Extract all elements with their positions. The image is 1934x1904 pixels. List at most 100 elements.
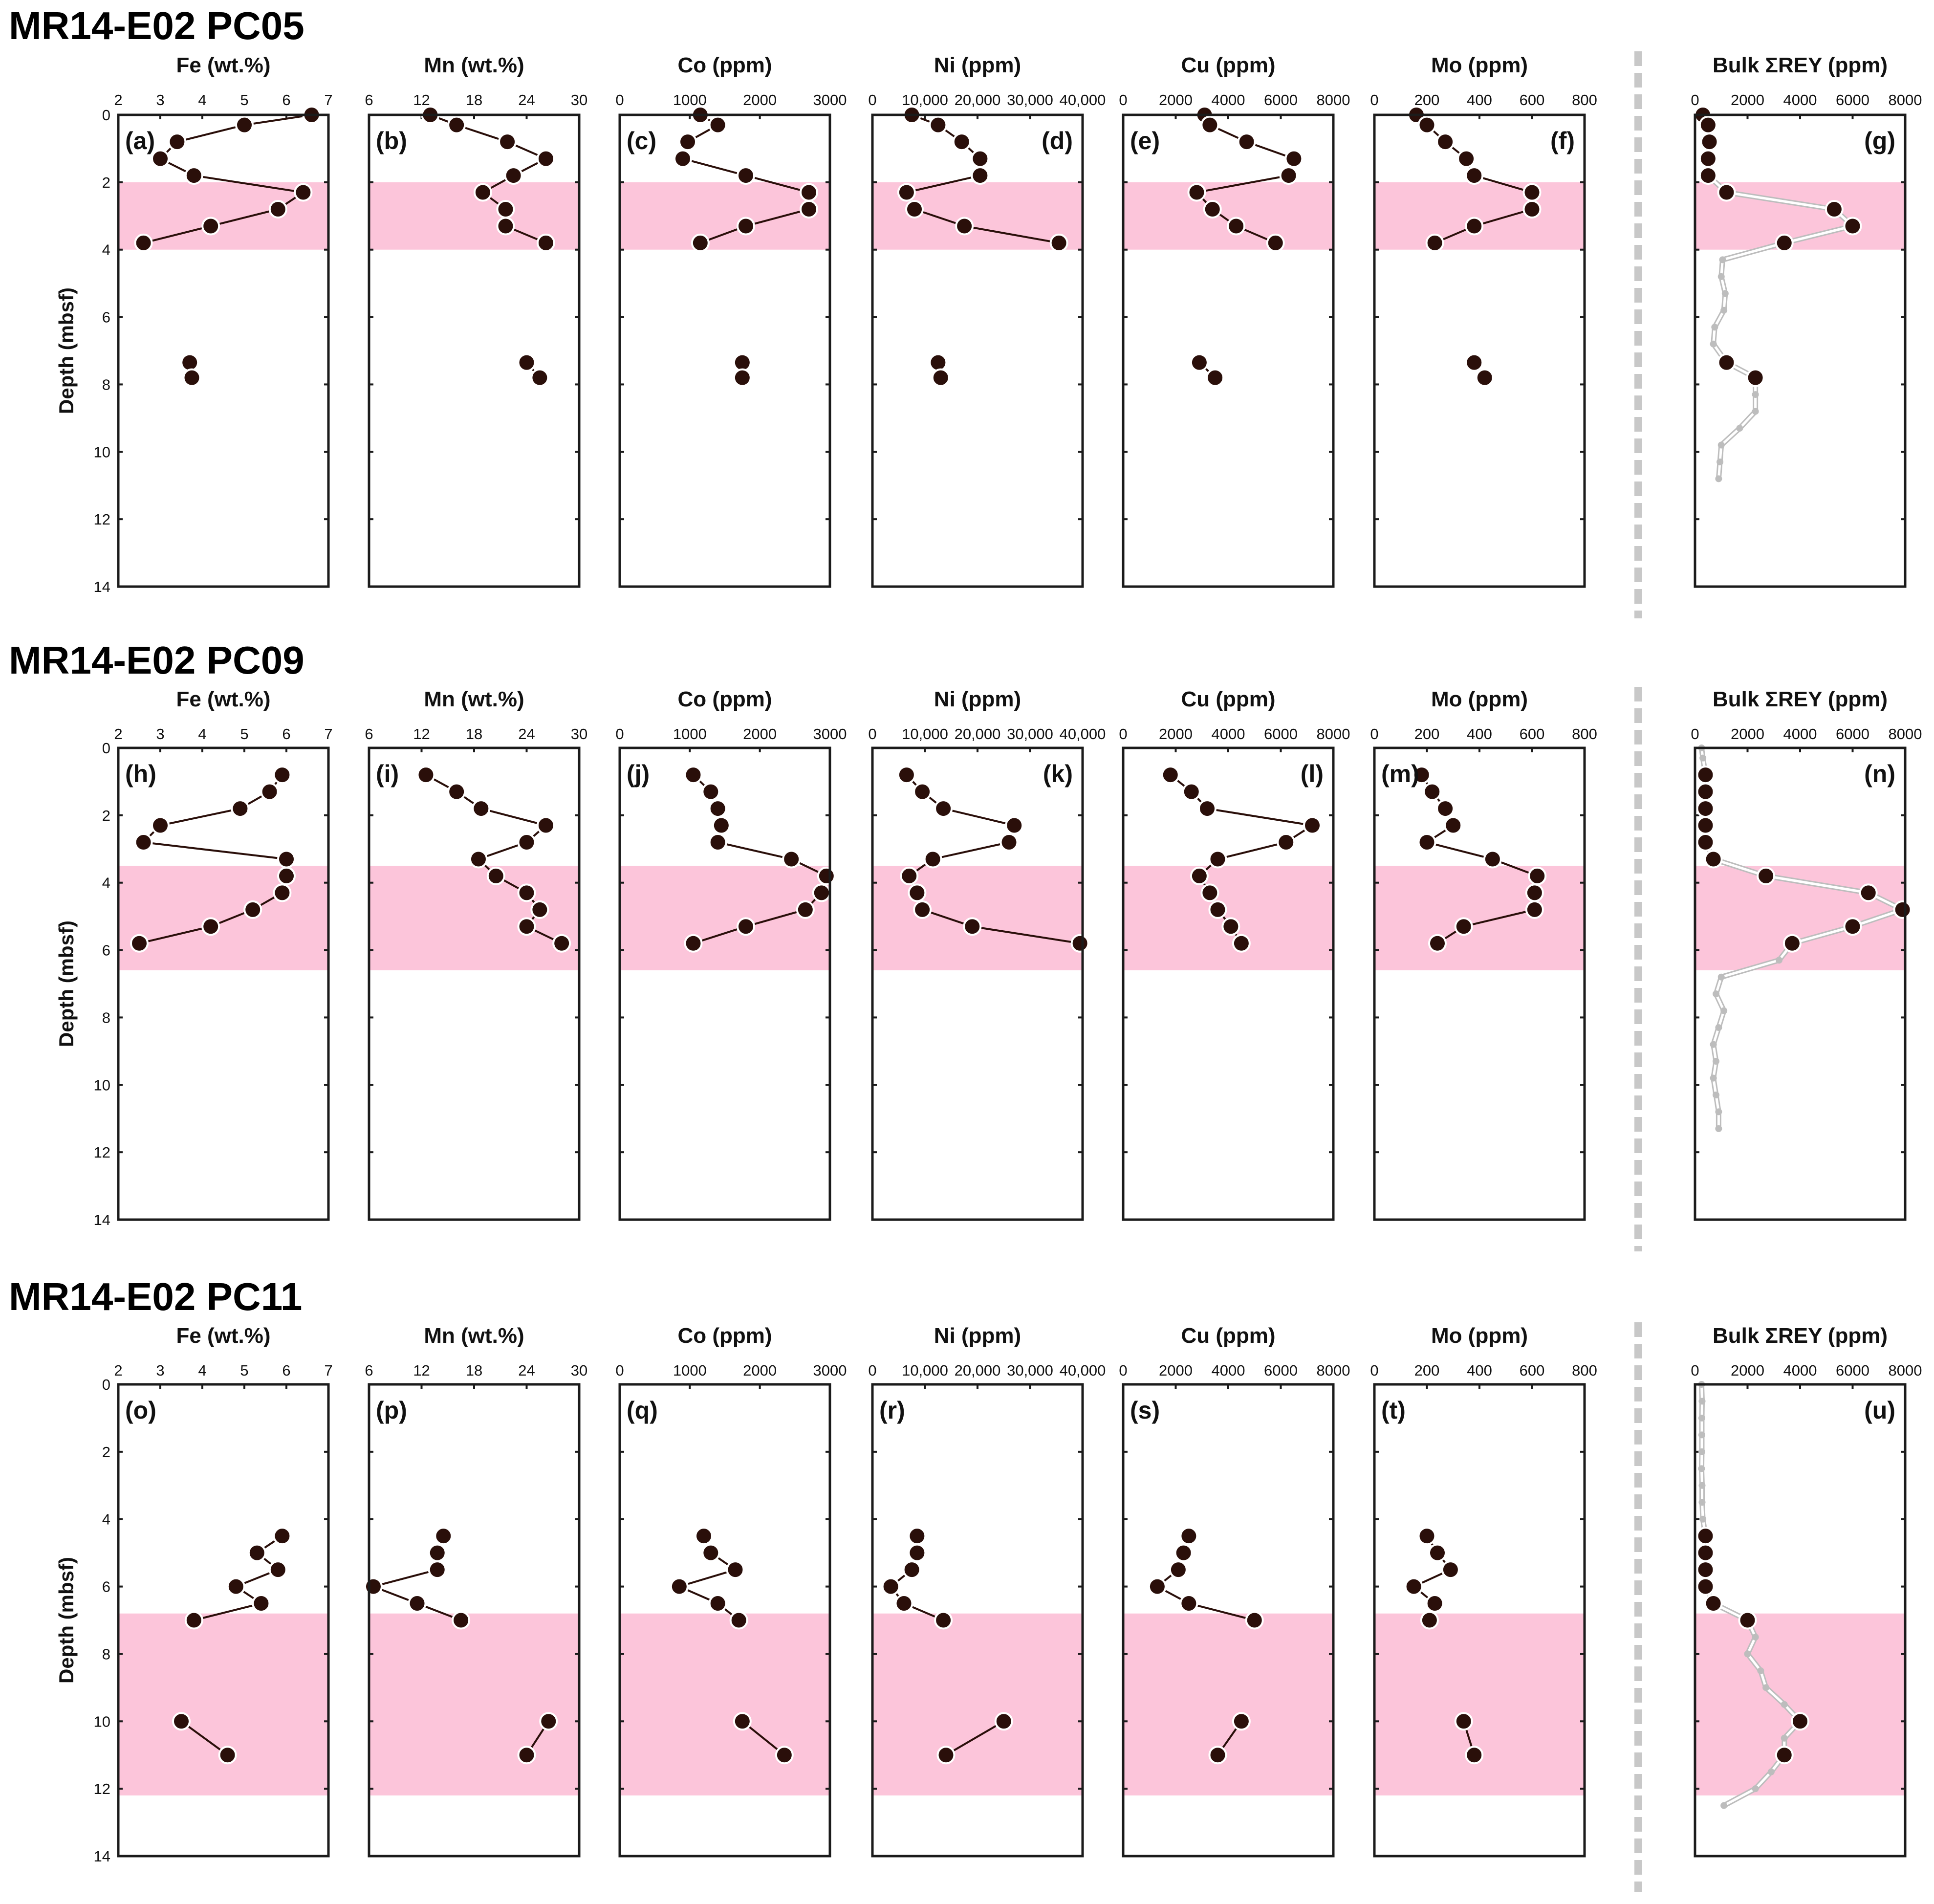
x-tick-label: 6 bbox=[365, 725, 373, 743]
rey-small-point bbox=[1781, 1734, 1788, 1742]
panel-frame bbox=[1122, 746, 1335, 1221]
data-point bbox=[180, 353, 199, 372]
data-point bbox=[1206, 368, 1225, 387]
data-point bbox=[897, 183, 916, 202]
x-tick-label: 6 bbox=[282, 1362, 290, 1379]
x-tick-label: 8000 bbox=[1889, 725, 1922, 743]
panel-title: Bulk ΣREY (ppm) bbox=[1713, 1324, 1888, 1348]
panel-label: (h) bbox=[125, 760, 156, 788]
rey-small-point bbox=[1752, 1785, 1759, 1793]
x-tick-label: 2 bbox=[114, 91, 122, 109]
data-point bbox=[1436, 799, 1455, 818]
panel-frame bbox=[1694, 746, 1907, 1221]
panel-label: (a) bbox=[125, 127, 155, 154]
x-tick-label: 200 bbox=[1414, 725, 1440, 743]
rey-small-point bbox=[1698, 1398, 1706, 1405]
x-tick-label: 3 bbox=[156, 725, 164, 743]
y-tick-label: 8 bbox=[102, 1009, 110, 1026]
data-point bbox=[1696, 1527, 1715, 1546]
highlight-band bbox=[872, 1613, 1083, 1795]
highlight-band bbox=[118, 182, 328, 250]
data-point bbox=[273, 883, 292, 902]
data-point bbox=[952, 132, 971, 152]
panel-frame bbox=[871, 113, 1084, 588]
data-point bbox=[1522, 183, 1542, 202]
x-tick-label: 800 bbox=[1572, 725, 1597, 743]
rey-small-point bbox=[1699, 1515, 1707, 1523]
y-tick-label: 6 bbox=[102, 1578, 110, 1596]
data-point bbox=[172, 1712, 191, 1731]
data-point bbox=[695, 1527, 713, 1546]
x-tick-label: 1000 bbox=[673, 1362, 707, 1379]
data-point bbox=[1696, 816, 1715, 835]
x-tick-label: 10,000 bbox=[902, 725, 948, 743]
y-tick-label: 12 bbox=[94, 1780, 110, 1797]
x-tick-label: 40,000 bbox=[1060, 1362, 1106, 1379]
y-tick-label: 6 bbox=[102, 309, 110, 326]
panel-frame bbox=[368, 746, 581, 1221]
data-point bbox=[243, 900, 262, 919]
data-point bbox=[1070, 934, 1089, 953]
data-point bbox=[1208, 850, 1227, 869]
y-tick-label: 10 bbox=[94, 1713, 110, 1730]
data-point bbox=[1441, 1560, 1460, 1579]
data-point bbox=[536, 149, 555, 168]
x-tick-label: 800 bbox=[1572, 1362, 1597, 1379]
x-tick-label: 1000 bbox=[673, 725, 707, 743]
data-point bbox=[800, 200, 818, 219]
panel-title: Co (ppm) bbox=[677, 687, 772, 711]
x-tick-label: 2000 bbox=[1731, 725, 1764, 743]
panel-label: (u) bbox=[1864, 1397, 1895, 1424]
x-tick-label: 6 bbox=[365, 91, 373, 109]
data-point bbox=[894, 1594, 913, 1613]
data-point bbox=[1420, 1611, 1439, 1630]
rey-small-point bbox=[1713, 990, 1719, 998]
data-point bbox=[1696, 833, 1715, 852]
highlight-band bbox=[620, 866, 830, 970]
x-tick-label: 2000 bbox=[1159, 1362, 1193, 1379]
panel-title: Mn (wt.%) bbox=[424, 687, 524, 711]
data-point bbox=[496, 217, 515, 236]
data-point bbox=[130, 934, 149, 953]
data-point bbox=[1232, 934, 1251, 953]
rey-small-point bbox=[1713, 1091, 1719, 1098]
panel-mn-mr14-e02-pc09: Mn (wt.%) 6 12 18 24 30 (i) bbox=[365, 687, 587, 1221]
data-point bbox=[486, 866, 505, 885]
data-point bbox=[1169, 1560, 1188, 1579]
data-point bbox=[1746, 368, 1765, 387]
data-point bbox=[1698, 166, 1717, 185]
y-tick-label: 2 bbox=[102, 174, 110, 191]
rey-small-point bbox=[1767, 1768, 1775, 1775]
data-point bbox=[1232, 1712, 1251, 1731]
x-tick-label: 2 bbox=[114, 1362, 122, 1379]
panel-frame bbox=[368, 1383, 581, 1858]
data-point bbox=[1843, 917, 1862, 936]
panel-title: Fe (wt.%) bbox=[176, 687, 270, 711]
panel-label: (r) bbox=[879, 1397, 905, 1424]
data-point bbox=[168, 132, 187, 152]
data-point bbox=[151, 149, 170, 168]
data-point bbox=[708, 833, 727, 852]
y-tick-label: 6 bbox=[102, 942, 110, 959]
data-point bbox=[536, 816, 555, 835]
data-point bbox=[1200, 115, 1219, 134]
x-tick-label: 0 bbox=[1691, 725, 1699, 743]
x-tick-label: 6 bbox=[365, 1362, 373, 1379]
panel-ni-mr14-e02-pc09: Ni (ppm) 0 10,000 20,000 30,000 40,000 (k) bbox=[868, 687, 1106, 1221]
highlight-band bbox=[1374, 866, 1585, 970]
data-point bbox=[1245, 1611, 1264, 1630]
x-tick-label: 6 bbox=[282, 725, 290, 743]
data-point bbox=[469, 850, 488, 869]
panel-title: Co (ppm) bbox=[677, 53, 772, 77]
data-point bbox=[1182, 782, 1201, 801]
data-point bbox=[708, 799, 727, 818]
panel-label: (n) bbox=[1864, 760, 1895, 788]
data-point bbox=[235, 115, 254, 134]
x-tick-label: 30,000 bbox=[1007, 725, 1053, 743]
panel-fe-mr14-e02-pc05: Fe (wt.%) 2 3 4 5 6 7 (a) bbox=[114, 53, 333, 588]
data-point bbox=[897, 766, 916, 785]
rey-small-point bbox=[1715, 1125, 1722, 1132]
data-point bbox=[134, 833, 153, 852]
panel-frame bbox=[871, 1383, 1084, 1858]
